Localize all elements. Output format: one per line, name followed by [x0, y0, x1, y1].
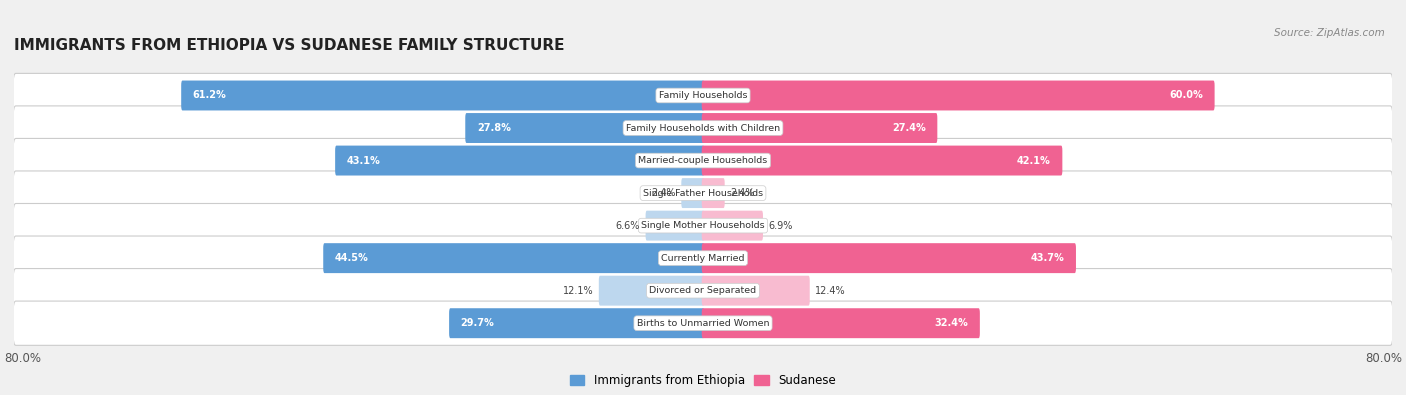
FancyBboxPatch shape	[702, 211, 763, 241]
FancyBboxPatch shape	[13, 236, 1393, 280]
FancyBboxPatch shape	[702, 146, 1063, 175]
Legend: Immigrants from Ethiopia, Sudanese: Immigrants from Ethiopia, Sudanese	[565, 369, 841, 391]
Text: Births to Unmarried Women: Births to Unmarried Women	[637, 319, 769, 328]
Text: 27.8%: 27.8%	[477, 123, 510, 133]
Text: 2.4%: 2.4%	[730, 188, 755, 198]
FancyBboxPatch shape	[181, 81, 704, 111]
Text: 42.1%: 42.1%	[1017, 156, 1050, 166]
Text: 43.1%: 43.1%	[347, 156, 381, 166]
FancyBboxPatch shape	[702, 308, 980, 338]
Text: Single Mother Households: Single Mother Households	[641, 221, 765, 230]
FancyBboxPatch shape	[449, 308, 704, 338]
FancyBboxPatch shape	[13, 269, 1393, 313]
Text: 60.0%: 60.0%	[1170, 90, 1204, 100]
FancyBboxPatch shape	[682, 178, 704, 208]
FancyBboxPatch shape	[465, 113, 704, 143]
FancyBboxPatch shape	[702, 178, 724, 208]
Text: 12.1%: 12.1%	[562, 286, 593, 296]
FancyBboxPatch shape	[13, 73, 1393, 118]
FancyBboxPatch shape	[335, 146, 704, 175]
Text: Source: ZipAtlas.com: Source: ZipAtlas.com	[1274, 28, 1385, 38]
FancyBboxPatch shape	[13, 203, 1393, 248]
FancyBboxPatch shape	[13, 301, 1393, 345]
Text: Divorced or Separated: Divorced or Separated	[650, 286, 756, 295]
FancyBboxPatch shape	[13, 171, 1393, 215]
FancyBboxPatch shape	[702, 113, 938, 143]
FancyBboxPatch shape	[13, 106, 1393, 150]
Text: 43.7%: 43.7%	[1031, 253, 1064, 263]
Text: 2.4%: 2.4%	[651, 188, 676, 198]
Text: 29.7%: 29.7%	[461, 318, 495, 328]
FancyBboxPatch shape	[599, 276, 704, 306]
FancyBboxPatch shape	[702, 81, 1215, 111]
Text: Single Father Households: Single Father Households	[643, 188, 763, 198]
Text: 6.9%: 6.9%	[769, 221, 793, 231]
Text: Family Households with Children: Family Households with Children	[626, 124, 780, 133]
Text: 44.5%: 44.5%	[335, 253, 368, 263]
FancyBboxPatch shape	[702, 276, 810, 306]
FancyBboxPatch shape	[323, 243, 704, 273]
Text: 27.4%: 27.4%	[891, 123, 925, 133]
FancyBboxPatch shape	[13, 138, 1393, 182]
Text: Currently Married: Currently Married	[661, 254, 745, 263]
Text: 32.4%: 32.4%	[935, 318, 969, 328]
Text: 61.2%: 61.2%	[193, 90, 226, 100]
FancyBboxPatch shape	[702, 243, 1076, 273]
Text: Married-couple Households: Married-couple Households	[638, 156, 768, 165]
Text: IMMIGRANTS FROM ETHIOPIA VS SUDANESE FAMILY STRUCTURE: IMMIGRANTS FROM ETHIOPIA VS SUDANESE FAM…	[14, 38, 565, 53]
Text: 6.6%: 6.6%	[616, 221, 640, 231]
Text: 12.4%: 12.4%	[815, 286, 846, 296]
FancyBboxPatch shape	[645, 211, 704, 241]
Text: Family Households: Family Households	[659, 91, 747, 100]
